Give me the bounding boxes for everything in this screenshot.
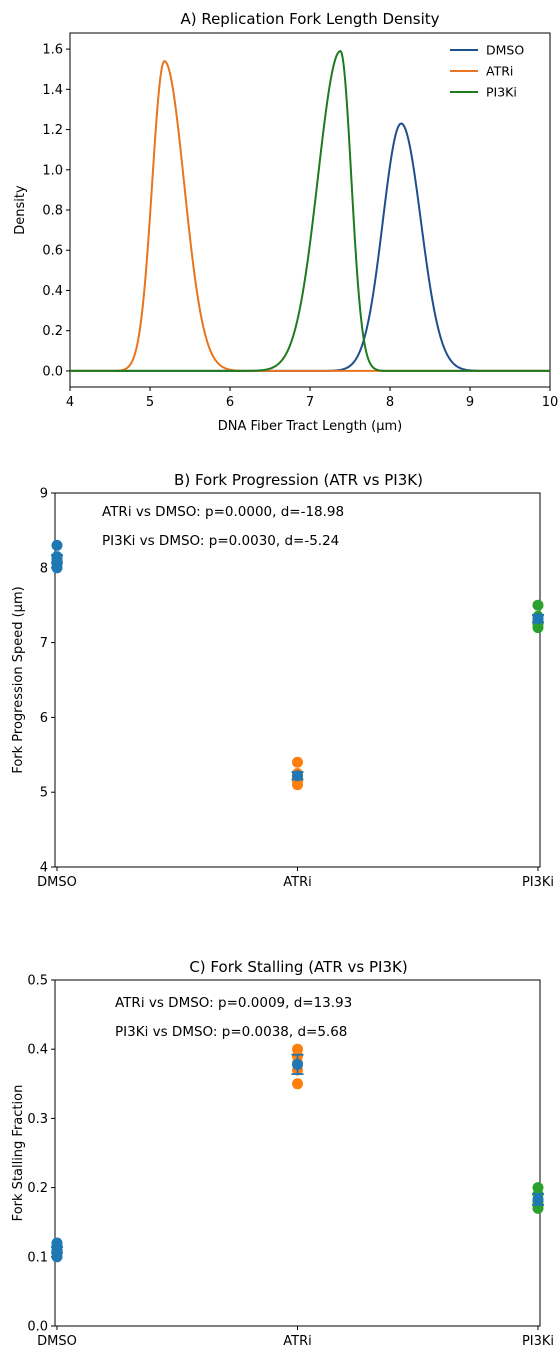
series-line-pi3ki	[70, 49, 550, 372]
panel-b-ytick-label: 5	[40, 786, 48, 801]
panel-c-point-pi3ki	[532, 1182, 544, 1194]
panel-a-xtick-label: 9	[466, 395, 474, 410]
panel-a: 4 5 6 7 8 9 10 0.0 0.2 0.4 0.6 0.8 1.0 1.2 1.4 1.6 A) Re…	[13, 10, 558, 434]
panel-a-xlabel: DNA Fiber Tract Length (µm)	[218, 419, 402, 434]
panel-c-ytick-label: 0.0	[27, 1320, 48, 1335]
panel-b-xtick-label: DMSO	[37, 875, 77, 890]
panel-a-ytick-label: 1.2	[42, 123, 63, 138]
panel-c-mean-dmso	[51, 1244, 63, 1256]
panel-a-xtick-label: 8	[386, 395, 394, 410]
panel-c-annotation: PI3Ki vs DMSO: p=0.0038, d=5.68	[115, 1024, 347, 1040]
panel-c-ytick-label: 0.2	[27, 1181, 48, 1196]
panel-a-axes-frame	[69, 32, 551, 388]
panel-a-ytick-label: 0.2	[42, 324, 63, 339]
panel-b-ytick-label: 6	[40, 711, 48, 726]
panel-b: DMSO ATRi PI3Ki 4 5 6 7 8 9 B) Fork Progression (…	[11, 471, 554, 890]
panel-a-xtick-label: 5	[146, 395, 154, 410]
panel-a-ytick-label: 1.0	[42, 163, 63, 178]
panel-b-ytick-label: 7	[40, 636, 48, 651]
panel-b-mean-atri	[292, 770, 303, 782]
panel-a-title: A) Replication Fork Length Density	[180, 10, 439, 28]
panel-c-xtick-label: ATRi	[283, 1334, 311, 1349]
panel-b-annotation: ATRi vs DMSO: p=0.0000, d=-18.98	[102, 504, 344, 520]
panel-c-ytick-label: 0.1	[27, 1250, 48, 1265]
series-line-atri	[70, 60, 550, 372]
panel-c-title: C) Fork Stalling (ATR vs PI3K)	[189, 958, 407, 976]
panel-a-xtick-label: 10	[542, 395, 559, 410]
panel-b-annotation: PI3Ki vs DMSO: p=0.0030, d=-5.24	[102, 533, 339, 549]
panel-b-ytick-label: 8	[40, 561, 48, 576]
panel-b-xtick-label: PI3Ki	[522, 875, 554, 890]
panel-c-mean-atri	[292, 1058, 303, 1070]
panel-a-xtick-label: 4	[66, 395, 74, 410]
panel-c-xtick-label: PI3Ki	[522, 1334, 554, 1349]
panel-c-mean-pi3ki	[532, 1193, 544, 1205]
panel-c: DMSO ATRi PI3Ki 0.0 0.1 0.2 0.3 0.4 0.5 C) Fork S…	[11, 958, 554, 1349]
panel-c-ytick-label: 0.5	[27, 974, 48, 989]
panel-c-ylabel: Fork Stalling Fraction	[11, 1085, 26, 1222]
panel-c-annotation: ATRi vs DMSO: p=0.0009, d=13.93	[115, 995, 352, 1011]
panel-a-ytick-label: 0.4	[42, 284, 63, 299]
panel-a-xtick-label: 6	[226, 395, 234, 410]
legend-label-atri: ATRi	[486, 64, 513, 79]
panel-a-ytick-label: 1.6	[42, 43, 63, 58]
legend-label-dmso: DMSO	[486, 43, 524, 58]
panel-b-ytick-label: 4	[40, 861, 48, 876]
legend-label-pi3ki: PI3Ki	[486, 85, 517, 100]
panel-b-point-dmso	[51, 539, 63, 551]
panel-a-ylabel: Density	[13, 185, 28, 235]
panel-c-point-atri	[292, 1078, 303, 1090]
panel-b-ytick-label: 9	[40, 487, 48, 502]
panel-b-ylabel: Fork Progression Speed (µm)	[11, 586, 26, 773]
panel-b-axes-frame	[54, 492, 541, 868]
panel-b-mean-dmso	[51, 553, 63, 565]
panel-b-point-pi3ki	[532, 599, 544, 611]
panel-a-ytick-label: 0.8	[42, 204, 63, 219]
panel-b-mean-pi3ki	[532, 613, 544, 625]
panel-c-point-atri	[292, 1043, 303, 1055]
panel-c-xtick-label: DMSO	[37, 1334, 77, 1349]
panel-b-title: B) Fork Progression (ATR vs PI3K)	[174, 471, 423, 489]
panel-a-ytick-label: 0.6	[42, 244, 63, 259]
panel-b-xtick-label: ATRi	[283, 875, 311, 890]
panel-a-ytick-label: 1.4	[42, 83, 63, 98]
panel-b-point-atri	[292, 756, 303, 768]
panel-a-ytick-label: 0.0	[42, 364, 63, 379]
panel-c-ytick-label: 0.4	[27, 1043, 48, 1058]
panel-a-xtick-label: 7	[306, 395, 314, 410]
panel-c-ytick-label: 0.3	[27, 1112, 48, 1127]
